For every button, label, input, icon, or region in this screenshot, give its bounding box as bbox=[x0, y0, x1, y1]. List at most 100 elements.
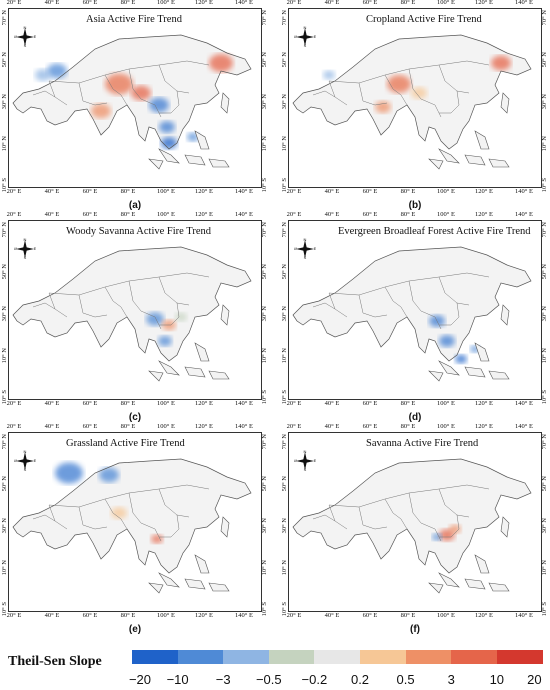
fire-trend-cluster bbox=[149, 97, 169, 113]
country-border bbox=[384, 498, 402, 520]
fire-trend-cluster bbox=[105, 73, 133, 95]
legend-swatch bbox=[223, 650, 270, 664]
longitude-tick-label: 20° E bbox=[6, 188, 22, 195]
coastline bbox=[292, 246, 532, 362]
longitude-tick-label: 40° E bbox=[324, 612, 340, 619]
island bbox=[220, 516, 230, 538]
country-border bbox=[120, 518, 128, 530]
country-border bbox=[158, 488, 190, 518]
panel-label: (c) bbox=[128, 412, 142, 423]
longitude-tick-label: 100° E bbox=[157, 612, 175, 619]
longitude-tick-label: 120° E bbox=[475, 423, 493, 430]
longitude-tick-label: 60° E bbox=[362, 211, 378, 218]
longitude-tick-label: 60° E bbox=[82, 0, 98, 6]
coastline bbox=[12, 34, 252, 150]
panel-title: Cropland Active Fire Trend bbox=[366, 14, 482, 25]
country-border bbox=[439, 302, 460, 326]
panel-label: (f) bbox=[410, 624, 420, 635]
longitude-tick-label: 140° E bbox=[515, 423, 533, 430]
latitude-tick-label: 30° N bbox=[281, 306, 288, 322]
island bbox=[208, 158, 230, 168]
island bbox=[500, 92, 510, 114]
longitude-tick-label: 20° E bbox=[286, 211, 302, 218]
fire-trend-cluster bbox=[47, 63, 67, 79]
longitude-tick-label: 100° E bbox=[157, 188, 175, 195]
map-panel: 20° E 20° E 40° E 40° E 60° E 60° E 80° E 80° E… bbox=[0, 0, 270, 211]
latitude-tick-label: 10° N bbox=[1, 136, 8, 152]
longitude-tick-label: 60° E bbox=[362, 188, 378, 195]
compass-letter: E bbox=[34, 458, 36, 463]
country-border bbox=[358, 82, 388, 106]
legend-tick-label: −10 bbox=[166, 672, 189, 687]
latitude-tick-label: 50° N bbox=[1, 476, 8, 492]
island bbox=[500, 304, 510, 326]
legend-title: Theil-Sen Slope bbox=[8, 654, 102, 669]
latitude-tick-label: 30° N bbox=[261, 94, 268, 110]
longitude-tick-label: 80° E bbox=[400, 188, 416, 195]
longitude-tick-label: 120° E bbox=[475, 211, 493, 218]
map-panel: 20° E 20° E 40° E 40° E 60° E 60° E 80° E 80° E… bbox=[280, 0, 550, 211]
panel-label: (d) bbox=[408, 412, 422, 423]
country-border bbox=[438, 64, 470, 94]
latitude-tick-label: 10° N bbox=[1, 348, 8, 364]
fire-trend-cluster bbox=[491, 55, 511, 71]
longitude-tick-label: 40° E bbox=[324, 211, 340, 218]
coastline bbox=[292, 34, 532, 150]
coastline bbox=[12, 458, 252, 574]
latitude-tick-label: 50° N bbox=[281, 476, 288, 492]
island bbox=[220, 92, 230, 114]
latitude-tick-label: 30° N bbox=[261, 518, 268, 534]
latitude-tick-label: 50° N bbox=[261, 476, 268, 492]
country-border bbox=[159, 90, 180, 114]
fire-trend-cluster bbox=[91, 103, 111, 119]
compass-letter: S bbox=[304, 43, 307, 48]
compass-letter: S bbox=[24, 467, 27, 472]
legend-swatch bbox=[451, 650, 498, 664]
longitude-tick-label: 140° E bbox=[515, 188, 533, 195]
longitude-tick-label: 100° E bbox=[437, 0, 455, 6]
latitude-tick-label: 10° N bbox=[541, 560, 548, 576]
island bbox=[158, 360, 180, 376]
longitude-tick-label: 20° E bbox=[6, 612, 22, 619]
country-border bbox=[312, 514, 336, 522]
longitude-tick-label: 140° E bbox=[515, 400, 533, 407]
map-frame bbox=[288, 8, 542, 188]
map-frame bbox=[8, 8, 262, 188]
country-border bbox=[159, 302, 180, 326]
compass-rose-icon: N S E W bbox=[293, 237, 317, 260]
longitude-tick-label: 80° E bbox=[120, 400, 136, 407]
country-border bbox=[420, 98, 442, 118]
fire-trend-cluster bbox=[151, 534, 163, 544]
longitude-tick-label: 20° E bbox=[6, 400, 22, 407]
longitude-tick-label: 100° E bbox=[157, 400, 175, 407]
latitude-tick-label: 50° N bbox=[261, 52, 268, 68]
compass-letter: S bbox=[24, 255, 27, 260]
longitude-tick-label: 100° E bbox=[437, 423, 455, 430]
compass-letter: E bbox=[34, 246, 36, 251]
latitude-tick-label: 70° N bbox=[1, 222, 8, 238]
island bbox=[184, 154, 206, 166]
country-border bbox=[140, 522, 162, 542]
longitude-tick-label: 40° E bbox=[324, 400, 340, 407]
latitude-tick-label: 10° S bbox=[541, 602, 548, 617]
country-border bbox=[439, 514, 460, 538]
land-mass bbox=[13, 247, 251, 361]
longitude-tick-label: 80° E bbox=[400, 612, 416, 619]
legend-tick-label: −3 bbox=[215, 672, 231, 687]
latitude-tick-label: 10° S bbox=[281, 602, 288, 617]
longitude-tick-label: 40° E bbox=[44, 423, 60, 430]
longitude-tick-label: 60° E bbox=[362, 612, 378, 619]
longitude-tick-label: 60° E bbox=[82, 188, 98, 195]
compass-rose-icon: N S E W bbox=[293, 25, 317, 48]
island bbox=[438, 572, 460, 588]
fire-trend-cluster bbox=[35, 69, 51, 81]
latitude-tick-label: 50° N bbox=[281, 264, 288, 280]
country-border bbox=[408, 280, 422, 312]
island bbox=[488, 370, 510, 380]
fire-trend-cluster bbox=[455, 354, 467, 364]
longitude-tick-label: 80° E bbox=[120, 211, 136, 218]
longitude-tick-label: 120° E bbox=[475, 0, 493, 6]
latitude-tick-label: 10° N bbox=[261, 136, 268, 152]
latitude-tick-label: 70° N bbox=[281, 434, 288, 450]
latitude-tick-label: 70° N bbox=[261, 10, 268, 26]
